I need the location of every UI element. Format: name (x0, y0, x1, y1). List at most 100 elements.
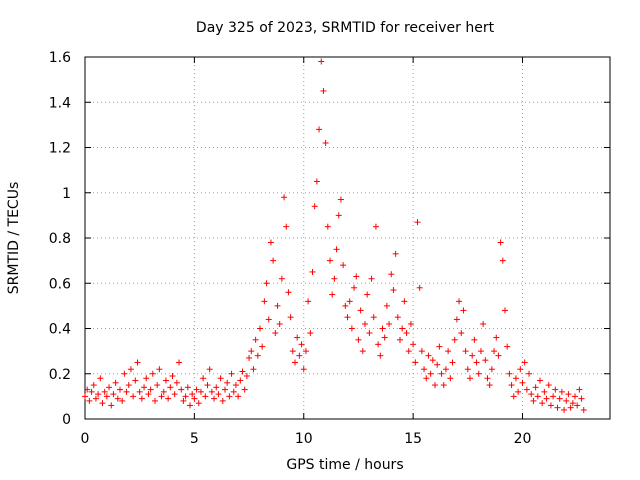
data-point (412, 359, 419, 366)
data-point (97, 375, 104, 382)
data-point (189, 391, 196, 398)
data-point (355, 336, 362, 343)
data-point (480, 320, 487, 327)
x-tick-label: 0 (81, 431, 90, 447)
data-point (283, 223, 290, 230)
data-point (261, 298, 268, 305)
data-point (138, 395, 145, 402)
data-point (370, 314, 377, 321)
data-point (508, 382, 515, 389)
data-point (545, 382, 552, 389)
y-tick-label: 0.8 (49, 231, 71, 247)
y-axis-title: SRMTID / TECUs (6, 182, 22, 295)
data-point (246, 354, 253, 361)
data-point (110, 391, 117, 398)
x-tick-label: 15 (404, 431, 422, 447)
data-point (313, 178, 320, 185)
data-point (285, 289, 292, 296)
data-point (429, 357, 436, 364)
data-point (305, 298, 312, 305)
data-point (337, 196, 344, 203)
y-tick-label: 0.2 (49, 367, 71, 383)
data-point (230, 388, 237, 395)
data-point (381, 334, 388, 341)
data-point (184, 384, 191, 391)
data-point (208, 388, 215, 395)
data-point (346, 298, 353, 305)
data-point (86, 397, 93, 404)
data-point (217, 375, 224, 382)
data-point (375, 341, 382, 348)
data-point (143, 375, 150, 382)
data-point (449, 359, 456, 366)
data-point (534, 393, 541, 400)
data-point (574, 402, 581, 409)
data-point (567, 404, 574, 411)
data-point (504, 343, 511, 350)
data-point (537, 377, 543, 384)
y-tick-label: 0.4 (49, 322, 71, 338)
data-point (414, 219, 421, 226)
data-point (222, 386, 228, 393)
data-point (390, 287, 397, 294)
data-point (427, 370, 434, 377)
data-point (117, 386, 123, 393)
data-point (130, 393, 137, 400)
data-point (171, 391, 178, 398)
data-point (257, 325, 263, 332)
data-point (200, 375, 207, 382)
data-point (287, 314, 294, 321)
data-point (506, 370, 513, 377)
data-point (108, 402, 115, 409)
data-point (552, 386, 559, 393)
data-point (436, 343, 443, 350)
data-point (366, 330, 373, 337)
data-point (309, 268, 316, 275)
data-point (294, 334, 301, 341)
data-point (195, 400, 202, 407)
data-point (359, 348, 366, 355)
data-point (493, 334, 500, 341)
data-point (453, 316, 460, 323)
data-point (416, 284, 423, 291)
data-point (88, 388, 95, 395)
y-tick-labels: 0 0.2 0.4 0.6 0.8 1 1.2 1.4 1.6 (49, 50, 71, 428)
x-tick-label: 10 (295, 431, 313, 447)
data-point (445, 348, 452, 355)
data-point (392, 250, 399, 257)
data-point (191, 395, 198, 402)
data-point (103, 393, 110, 400)
data-point (92, 395, 99, 402)
data-point (342, 302, 349, 309)
data-point (263, 280, 270, 287)
data-point (219, 397, 226, 404)
data-point (473, 359, 480, 366)
data-point (101, 388, 108, 395)
data-point (348, 325, 355, 332)
data-point (547, 402, 554, 409)
data-point (237, 377, 244, 384)
data-point (267, 239, 274, 246)
data-point (394, 314, 401, 321)
y-tick-label: 1.2 (49, 141, 71, 157)
data-point (182, 393, 189, 400)
data-point (147, 386, 154, 393)
data-point (471, 336, 478, 343)
data-point (386, 320, 393, 327)
data-point (469, 352, 476, 359)
data-point (401, 298, 408, 305)
data-point (318, 58, 325, 65)
data-point (403, 330, 410, 337)
data-point (447, 375, 454, 382)
data-point (167, 384, 174, 391)
data-point (322, 139, 329, 146)
x-tick-label: 5 (190, 431, 199, 447)
data-point (292, 359, 298, 366)
y-tick-label: 1.6 (49, 50, 71, 66)
data-point (243, 373, 250, 380)
data-point (388, 271, 395, 278)
data-point (226, 393, 233, 400)
data-point (451, 336, 458, 343)
data-point (158, 393, 165, 400)
plot-frame (84, 56, 611, 420)
